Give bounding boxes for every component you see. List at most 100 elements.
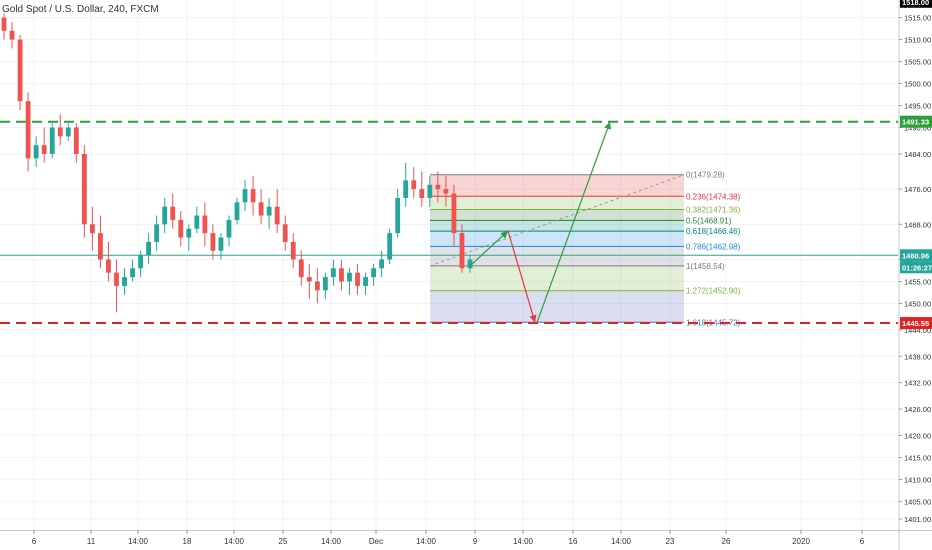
y-tick-label: 1410.00 [904,475,931,484]
y-tick-label: 1415.00 [904,453,931,462]
candle-body [234,202,240,220]
x-tick-label: 14:00 [224,537,245,546]
chart-title: Gold Spot / U.S. Dollar, 240, FXCM [2,4,159,15]
y-tick-label: 1450.00 [904,299,931,308]
fib-zone [430,196,684,210]
candle-body [138,255,143,269]
candle-body [306,277,312,282]
level-price-badge-bg [900,115,932,128]
candle-body [363,277,368,286]
y-tick-label: 1426.00 [904,405,931,414]
candle-body [290,241,296,260]
fib-level-label: 0.5(1468.91) [686,216,732,225]
candle-body [57,127,63,137]
x-tick-label: 14:00 [128,537,149,546]
y-tick-label: 1405.00 [904,497,931,506]
fib-level-label: 0.786(1462.98) [686,242,741,251]
x-tick-label: 16 [569,537,578,546]
fib-zone [430,246,684,266]
price-badges: 1518.00 1491.33 1445.55 1460.96 01:26:27 [900,0,932,330]
x-tick-label: 14:00 [611,537,632,546]
green-arrow-up-large [536,121,611,323]
y-tick-label: 1495.00 [904,102,931,111]
candle-body [242,189,248,203]
candle-body [178,219,184,238]
fib-level-label: 1(1458.54) [686,262,725,271]
candle-body [411,180,417,190]
fib-level-label: 0.618(1466.46) [686,227,741,236]
x-tick-label: 9 [473,537,478,546]
candle-body [435,184,441,190]
candle-body [1,17,7,31]
fib-zone [430,220,684,232]
x-tick-label: 11 [87,537,96,546]
level-price-badge: 1491.33 [902,118,929,127]
candle-body [347,272,352,282]
candle-body [65,127,71,137]
candle-body [387,233,393,260]
candle-body [339,268,344,282]
top-price-badge: 1518.00 [902,0,929,7]
fibonacci-retracement[interactable]: 0(1479.28)0.236(1474.38)0.382(1471.36)0.… [429,171,741,328]
candle-body [371,268,376,278]
candle-body [106,259,111,273]
candle-body [322,277,328,291]
candle-body [194,215,200,229]
candle-body [202,215,208,234]
red-arrow-down [507,230,537,323]
fib-level-label: 0.382(1471.36) [686,206,741,215]
time-axis[interactable]: 6 11 14:00 18 14:00 25 14:00 Dec 14:00 9 14:00 16 14… [32,530,865,546]
y-tick-label: 1468.00 [904,220,931,229]
candle-body [49,127,55,154]
x-tick-label: 14:00 [416,537,437,546]
green-arrow-up-small [469,230,509,267]
candle-body [226,219,232,238]
y-tick-label: 1500.00 [904,80,931,89]
candle-body [451,193,457,234]
last-price-badge: 1460.96 [902,251,929,260]
candle-body [17,39,23,102]
fib-zone [430,231,684,247]
x-tick-label: 18 [183,537,192,546]
y-tick-label: 1438.00 [904,352,931,361]
fib-level-label: 0.236(1474.38) [686,192,741,201]
countdown-badge: 01:26:27 [902,263,932,272]
y-tick-label: 1432.00 [904,379,931,388]
candle-body [114,272,119,286]
gridlines [0,0,898,530]
candlesticks [1,13,473,313]
x-tick-label: 2020 [792,537,810,546]
last-price-badge-bg [900,249,932,262]
candle-body [298,259,304,278]
candle-body [258,202,264,216]
y-tick-label: 1444.00 [904,326,931,335]
candle-body [9,30,15,40]
level-price-badge-bg [900,317,932,330]
y-tick-label: 1476.00 [904,185,931,194]
candle-body [41,145,47,154]
candle-body [89,224,95,234]
y-tick-label: 1510.00 [904,36,931,45]
candle-body [146,241,152,256]
candle-body [122,277,127,286]
top-price-badge-bg [900,0,932,8]
candle-body [331,268,336,278]
candle-body [443,189,449,194]
candle-body [459,233,465,269]
projection-arrows[interactable] [469,121,611,323]
horizontal-lines[interactable] [0,120,898,325]
candle-body [427,184,433,198]
candle-body [355,272,360,286]
y-tick-label: 1515.00 [904,14,931,23]
candle-body [419,189,425,198]
y-tick-label: 1455.00 [904,277,931,286]
candle-body [130,268,135,278]
x-tick-label: 23 [666,537,675,546]
fib-zone [430,174,684,197]
candle-body [403,180,409,198]
fib-level-label: 0(1479.28) [686,171,725,180]
candle-body [33,145,39,159]
candle-body [218,237,224,251]
